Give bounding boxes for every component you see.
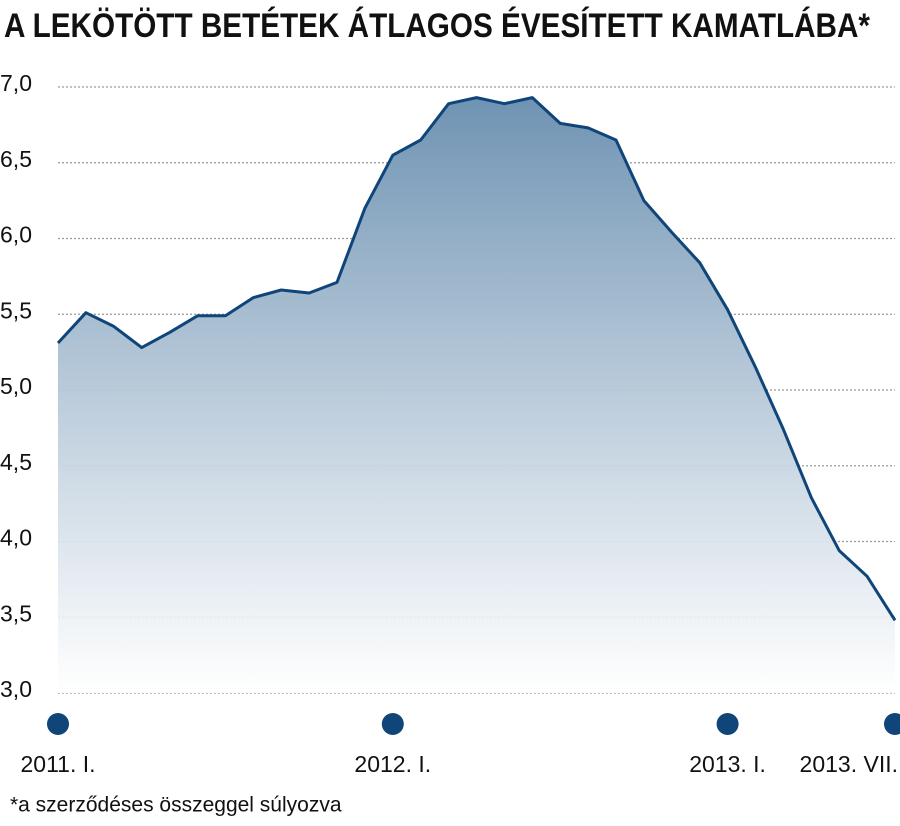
y-tick-label: 7,0: [0, 70, 32, 96]
y-tick-label: 4,0: [0, 525, 32, 551]
category-dot: [381, 713, 404, 735]
y-tick-label: 6,5: [0, 146, 32, 172]
x-tick-label: 2011. I.: [20, 751, 95, 777]
chart-title: A LEKÖTÖTT BETÉTEK ÁTLAGOS ÉVESÍTETT KAM…: [4, 7, 871, 45]
x-tick-label: 2012. I.: [354, 751, 431, 777]
category-dot: [47, 713, 69, 735]
area: [58, 97, 895, 694]
y-tick-label: 5,5: [0, 297, 32, 323]
line: [56, 96, 897, 622]
y-tick-label: 3,5: [0, 600, 32, 626]
x-tick-label: 2013. I.: [689, 751, 766, 777]
y-tick-label: 4,5: [0, 449, 32, 475]
y-tick-label: 3,0: [0, 676, 32, 702]
x-tick-label: 2013. VII.: [800, 751, 898, 777]
footnote: *a szerződéses összeggel súlyozva: [10, 794, 342, 817]
category-dot: [716, 713, 739, 735]
category-dot: [884, 713, 900, 735]
y-tick-label: 6,0: [0, 222, 32, 248]
y-tick-label: 5,0: [0, 373, 32, 399]
